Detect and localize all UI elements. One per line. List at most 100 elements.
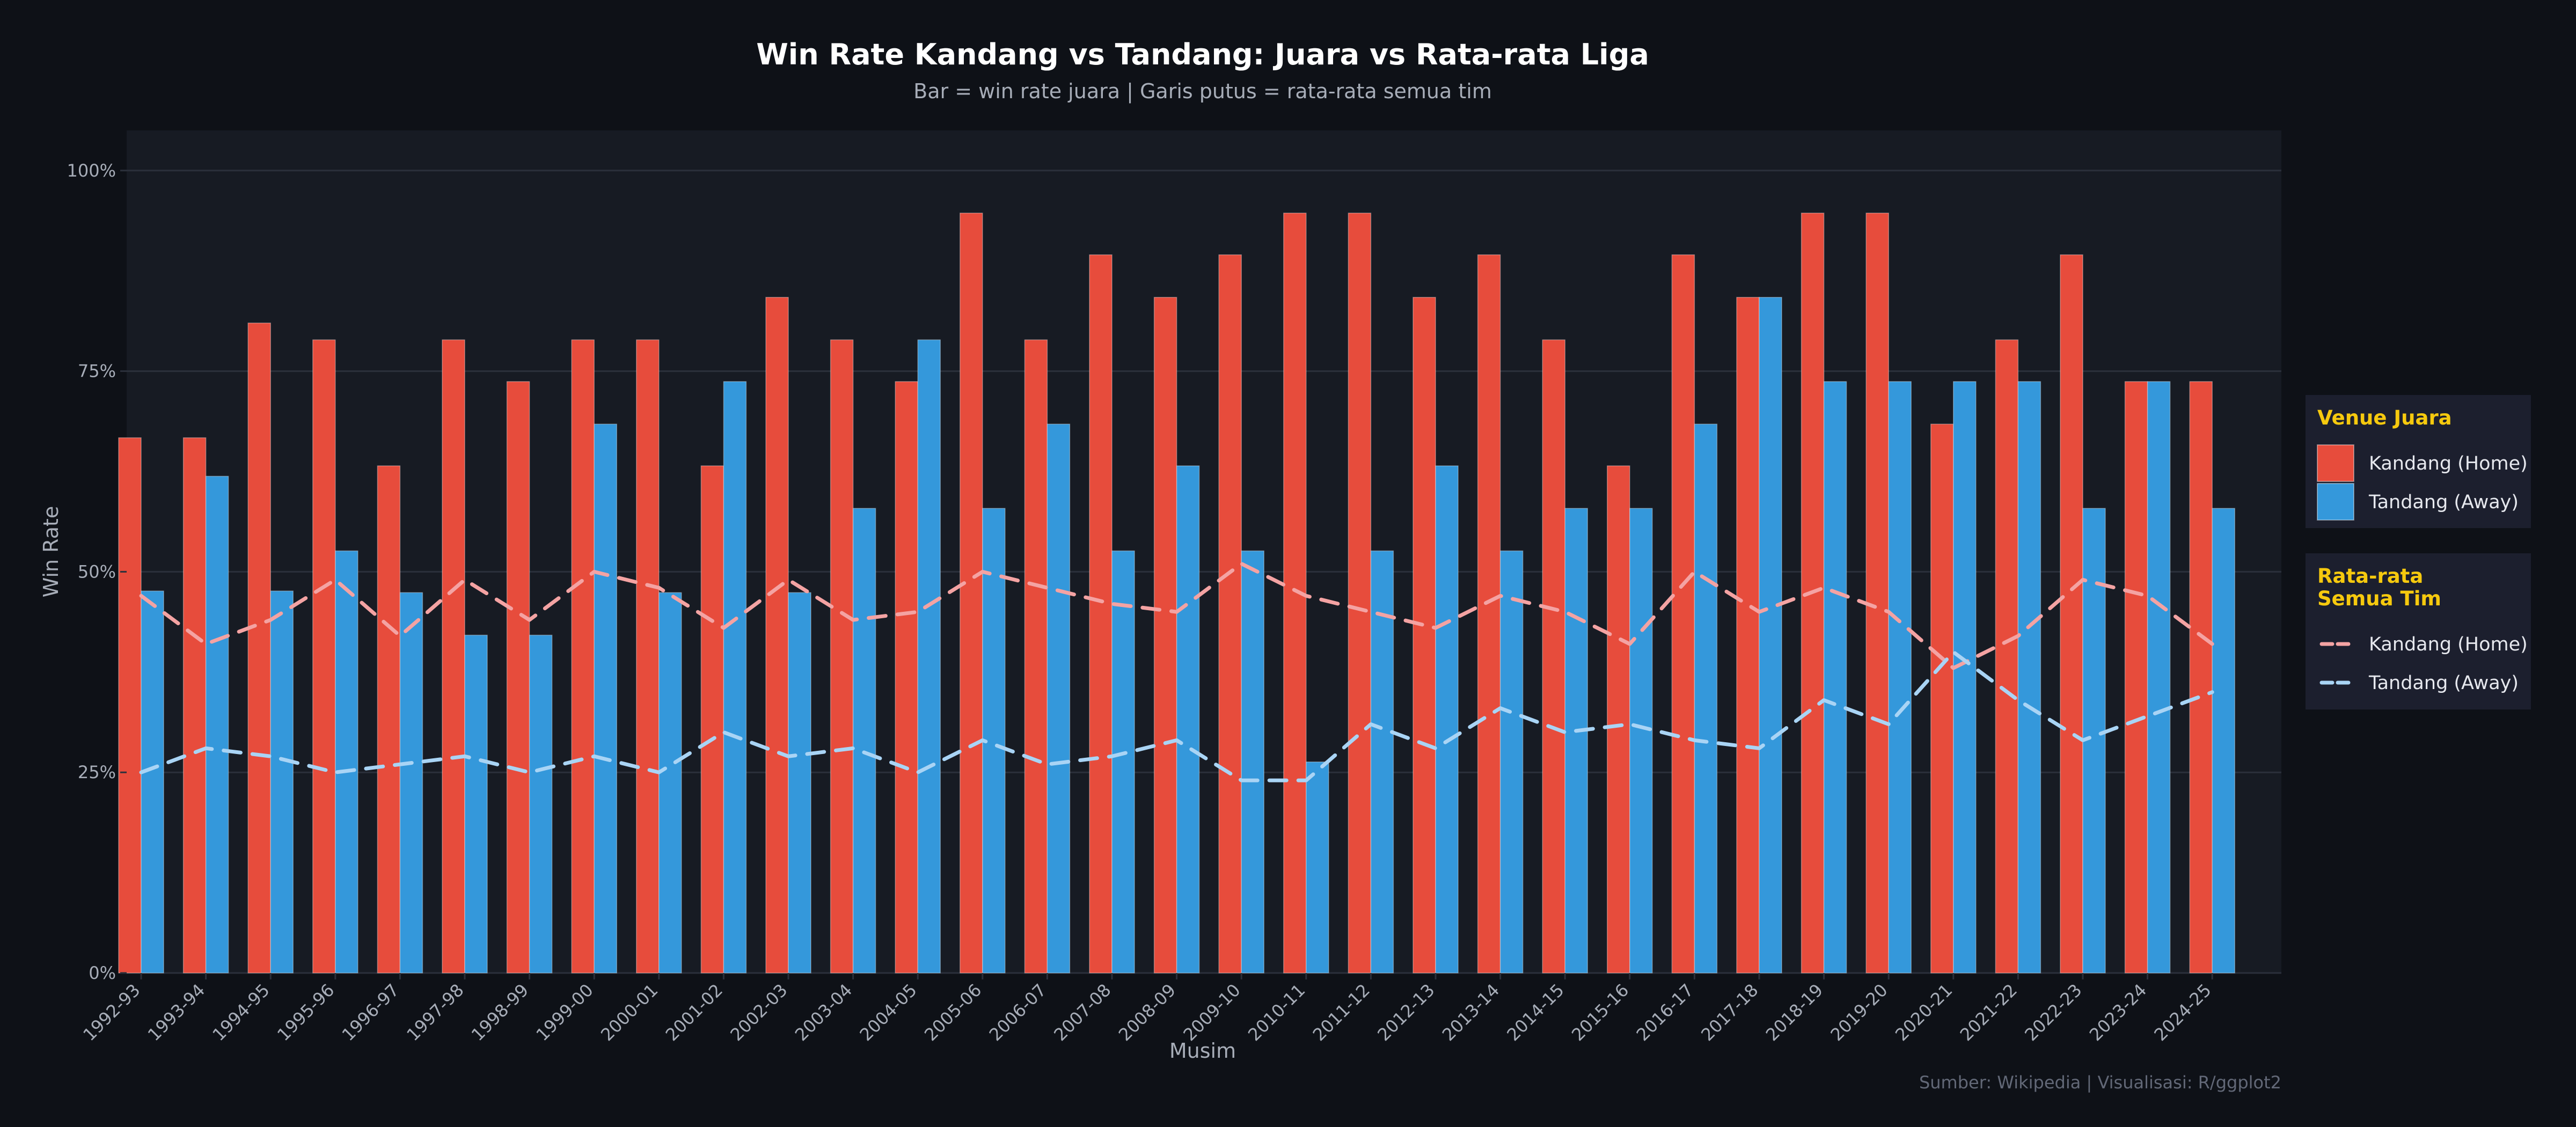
bar-home: [182, 437, 207, 974]
bar-away: [1888, 381, 1912, 974]
x-tick-label: 1994-95: [208, 980, 273, 1045]
x-tick-label: 2006-07: [985, 980, 1050, 1045]
bar-home: [1348, 213, 1372, 974]
legend-label: Tandang (Away): [2368, 492, 2519, 513]
bar-away: [1953, 381, 1977, 974]
legend-label: Kandang (Home): [2369, 453, 2528, 474]
bar-home: [2124, 381, 2148, 974]
x-tick-label: 2019-20: [1826, 980, 1891, 1045]
x-tick-label: 2005-06: [920, 980, 985, 1045]
bar-away: [658, 592, 682, 974]
legend-title: Rata-rata: [2317, 565, 2423, 588]
bar-home: [1542, 339, 1565, 974]
x-tick-label: 2003-04: [791, 980, 856, 1045]
bar-away: [723, 381, 747, 974]
y-tick-label: 25%: [78, 762, 116, 782]
x-tick-label: 2023-24: [2085, 980, 2150, 1045]
bar-home: [2060, 254, 2083, 974]
bar-away: [1435, 465, 1459, 974]
bar-home: [312, 339, 336, 974]
bar-home: [1671, 254, 1695, 974]
x-tick-label: 2014-15: [1503, 980, 1568, 1045]
legend-label: Kandang (Home): [2369, 634, 2528, 655]
bar-home: [1477, 254, 1501, 974]
x-tick-label: 1995-96: [273, 980, 338, 1045]
bar-away: [529, 634, 553, 974]
x-tick-label: 2024-25: [2150, 980, 2215, 1045]
line-avg-home: [139, 561, 2214, 670]
bar-away: [1241, 550, 1264, 974]
bar-home: [2189, 381, 2213, 974]
line-avg-away: [139, 650, 2214, 782]
bar-away: [2147, 381, 2171, 974]
x-tick-label: 1999-00: [532, 980, 597, 1045]
bar-away: [594, 423, 617, 974]
bar-away: [852, 508, 876, 974]
legend-title: Semua Tim: [2317, 587, 2441, 610]
x-tick-label: 1997-98: [402, 980, 467, 1045]
bar-home: [1865, 213, 1889, 974]
legend-key-swatch: [2317, 444, 2354, 482]
x-tick-label: 2007-08: [1050, 980, 1115, 1045]
legend-label: Tandang (Away): [2368, 672, 2519, 694]
x-tick-label: 1996-97: [338, 980, 403, 1045]
x-tick-label: 2017-18: [1697, 980, 1762, 1045]
bar-home: [895, 381, 918, 974]
bar-home: [506, 381, 530, 974]
bar-away: [1564, 508, 1588, 974]
y-axis-ticks: 0% 25% 50% 75% 100%: [67, 160, 127, 983]
x-tick-label: 2010-11: [1244, 980, 1309, 1045]
bar-home: [700, 465, 724, 974]
bar-away: [917, 339, 941, 974]
bar-away: [464, 634, 488, 974]
x-tick-label: 2020-21: [1891, 980, 1956, 1045]
bar-home: [830, 339, 854, 974]
y-tick-label: 0%: [89, 963, 116, 983]
x-tick-label: 2021-22: [1956, 980, 2021, 1045]
x-tick-label: 2016-17: [1633, 980, 1697, 1045]
bar-away: [1823, 381, 1847, 974]
x-tick-label: 2015-16: [1568, 980, 1633, 1045]
x-tick-label: 1992-93: [79, 980, 144, 1045]
legend: Venue Juara Kandang (Home) Tandang (Away) R…: [2306, 395, 2531, 709]
average-lines: [139, 561, 2214, 782]
x-tick-label: 2012-13: [1373, 980, 1438, 1045]
x-tick-label: 2011-12: [1309, 980, 1374, 1045]
bar-home: [1995, 339, 2019, 974]
x-tick-label: 1993-94: [144, 980, 209, 1045]
x-axis-ticks: 1992-93 1993-94 1994-95 1995-96 1996-97 1997-…: [79, 973, 2215, 1045]
bar-home: [960, 213, 983, 974]
bar-away: [1370, 550, 1394, 974]
bar-home: [765, 297, 789, 974]
x-tick-label: 2013-14: [1438, 980, 1503, 1045]
bar-home: [247, 323, 271, 974]
bar-away: [270, 590, 294, 974]
bar-home: [377, 465, 401, 974]
bar-away: [1176, 465, 1200, 974]
chart-caption: Sumber: Wikipedia | Visualisasi: R/ggplo…: [1919, 1072, 2281, 1093]
x-tick-label: 2001-02: [662, 980, 727, 1045]
bar-away: [1499, 550, 1524, 974]
chart-subtitle: Bar = win rate juara | Garis putus = rat…: [913, 79, 1492, 104]
bars: [118, 213, 2235, 974]
x-tick-label: 2004-05: [855, 980, 920, 1045]
bar-away: [2017, 381, 2041, 974]
bar-away: [335, 550, 358, 974]
bar-home: [442, 339, 465, 974]
bar-home: [1607, 465, 1630, 974]
bar-home: [1153, 297, 1177, 974]
bar-home: [636, 339, 660, 974]
x-tick-label: 2018-19: [1762, 980, 1827, 1045]
y-tick-label: 75%: [78, 361, 116, 382]
bar-away: [1629, 508, 1653, 974]
bar-home: [118, 437, 142, 974]
x-tick-label: 2008-09: [1115, 980, 1180, 1045]
x-tick-label: 2002-03: [726, 980, 791, 1045]
legend-title: Venue Juara: [2317, 406, 2452, 429]
bar-home: [1413, 297, 1436, 974]
bar-away: [1111, 550, 1135, 974]
bar-away: [1694, 423, 1718, 974]
bar-away: [1759, 297, 1782, 974]
bar-away: [1306, 762, 1329, 974]
